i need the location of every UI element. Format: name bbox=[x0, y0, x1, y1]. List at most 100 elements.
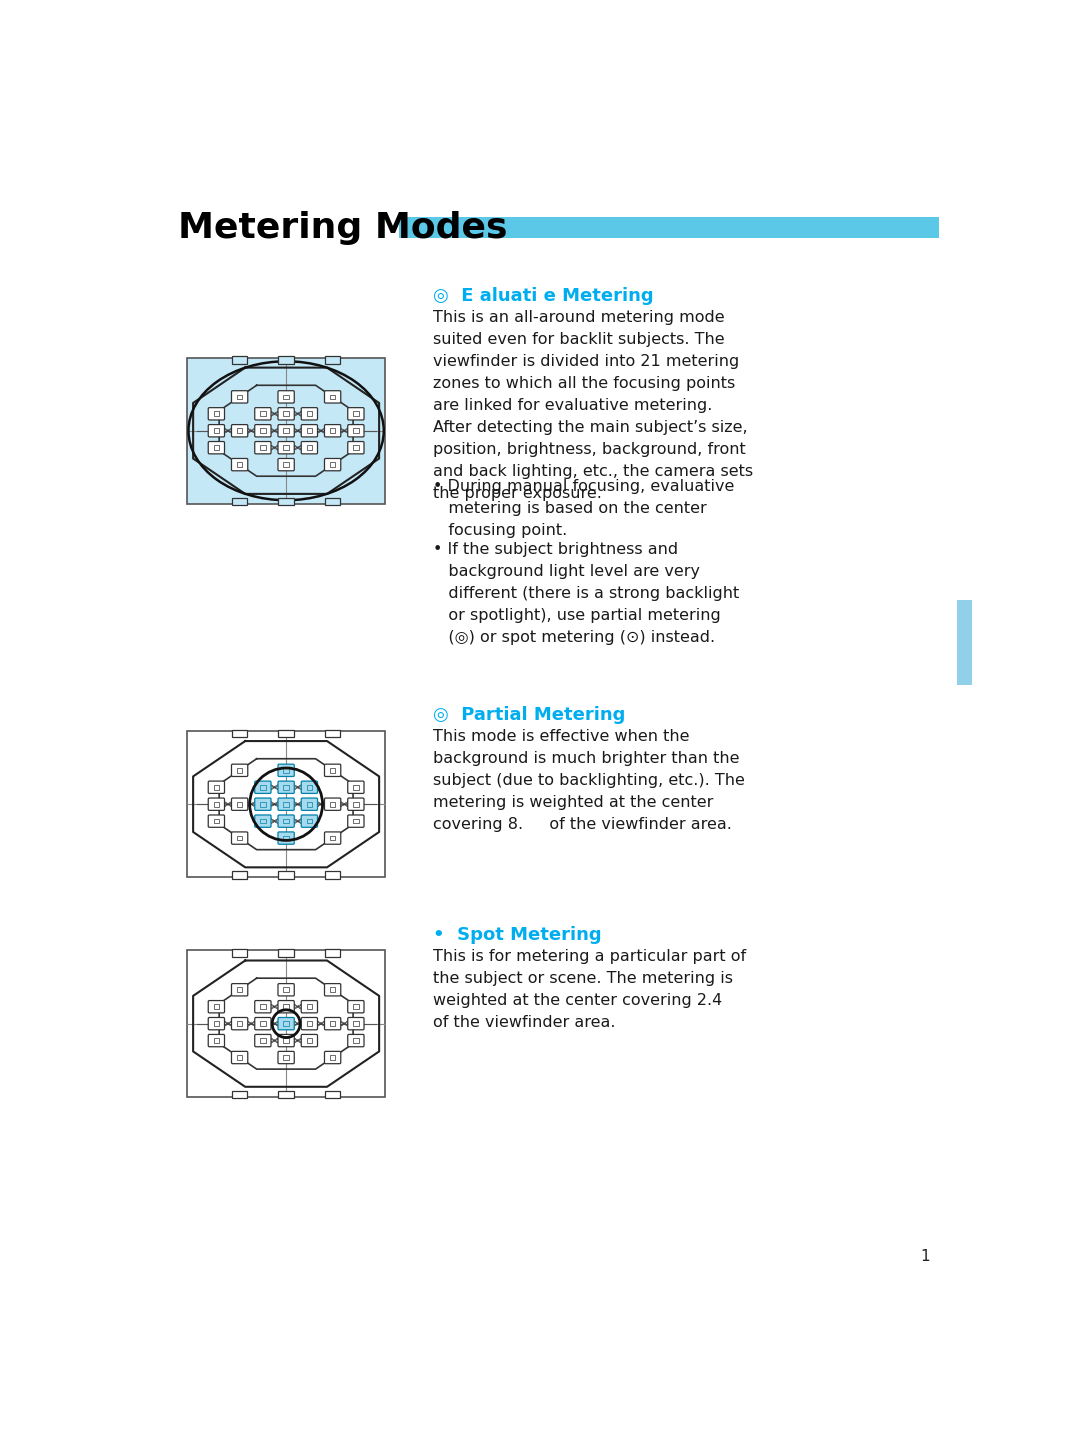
Text: Metering Modes: Metering Modes bbox=[177, 212, 508, 245]
FancyBboxPatch shape bbox=[255, 408, 271, 420]
Polygon shape bbox=[318, 1021, 325, 1024]
Bar bbox=[307, 1021, 312, 1025]
Polygon shape bbox=[271, 1004, 279, 1007]
FancyBboxPatch shape bbox=[324, 798, 341, 811]
Bar bbox=[283, 395, 288, 399]
Polygon shape bbox=[271, 448, 279, 449]
FancyBboxPatch shape bbox=[231, 1051, 247, 1064]
Polygon shape bbox=[318, 1024, 325, 1025]
Polygon shape bbox=[271, 1041, 279, 1043]
Bar bbox=[325, 356, 340, 364]
Bar bbox=[353, 802, 359, 806]
FancyBboxPatch shape bbox=[278, 1001, 294, 1012]
Bar bbox=[214, 429, 219, 433]
Bar bbox=[325, 730, 340, 737]
Text: •  Spot Metering: • Spot Metering bbox=[433, 926, 602, 943]
Polygon shape bbox=[294, 802, 301, 804]
Polygon shape bbox=[294, 1021, 301, 1024]
Bar bbox=[260, 445, 266, 449]
Bar bbox=[353, 412, 359, 416]
Bar bbox=[279, 871, 294, 878]
Bar bbox=[260, 819, 266, 824]
Bar bbox=[329, 1056, 335, 1060]
Bar bbox=[325, 949, 340, 956]
Polygon shape bbox=[294, 413, 301, 416]
FancyBboxPatch shape bbox=[348, 815, 364, 828]
Text: ◎  E aluati e Metering: ◎ E aluati e Metering bbox=[433, 287, 654, 305]
Polygon shape bbox=[294, 431, 301, 433]
Bar bbox=[260, 429, 266, 433]
FancyBboxPatch shape bbox=[255, 780, 271, 793]
Bar bbox=[214, 1038, 219, 1043]
Bar bbox=[329, 429, 335, 433]
Bar bbox=[329, 1021, 335, 1025]
FancyBboxPatch shape bbox=[278, 390, 294, 403]
Bar bbox=[260, 412, 266, 416]
Bar bbox=[187, 357, 384, 504]
Polygon shape bbox=[271, 804, 279, 806]
Polygon shape bbox=[340, 1021, 348, 1024]
Bar bbox=[307, 1038, 312, 1043]
Bar bbox=[325, 498, 340, 505]
FancyBboxPatch shape bbox=[301, 780, 318, 793]
Bar bbox=[353, 445, 359, 449]
FancyBboxPatch shape bbox=[348, 1001, 364, 1012]
Bar bbox=[283, 785, 288, 789]
FancyBboxPatch shape bbox=[231, 425, 247, 436]
Bar bbox=[283, 1004, 288, 1009]
Bar bbox=[260, 802, 266, 806]
FancyBboxPatch shape bbox=[324, 458, 341, 471]
Polygon shape bbox=[271, 429, 279, 431]
Bar bbox=[260, 1021, 266, 1025]
Bar bbox=[187, 950, 384, 1097]
Bar bbox=[353, 819, 359, 824]
FancyBboxPatch shape bbox=[278, 832, 294, 844]
Bar bbox=[232, 1090, 247, 1099]
FancyBboxPatch shape bbox=[324, 1051, 341, 1064]
Polygon shape bbox=[294, 821, 301, 824]
FancyBboxPatch shape bbox=[278, 1034, 294, 1047]
FancyBboxPatch shape bbox=[208, 425, 225, 436]
Bar bbox=[329, 802, 335, 806]
Bar bbox=[237, 462, 242, 467]
Bar bbox=[283, 819, 288, 824]
FancyBboxPatch shape bbox=[231, 798, 247, 811]
FancyBboxPatch shape bbox=[278, 780, 294, 793]
Polygon shape bbox=[294, 1038, 301, 1041]
Bar bbox=[307, 1004, 312, 1009]
FancyBboxPatch shape bbox=[208, 1034, 225, 1047]
FancyBboxPatch shape bbox=[324, 425, 341, 436]
Bar bbox=[329, 835, 335, 841]
Polygon shape bbox=[225, 429, 232, 431]
Polygon shape bbox=[340, 431, 348, 433]
FancyBboxPatch shape bbox=[208, 815, 225, 828]
Polygon shape bbox=[271, 788, 279, 789]
Bar bbox=[283, 988, 288, 992]
FancyBboxPatch shape bbox=[348, 408, 364, 420]
Polygon shape bbox=[225, 431, 232, 433]
FancyBboxPatch shape bbox=[231, 765, 247, 776]
Polygon shape bbox=[271, 412, 279, 413]
Text: This is an all-around metering mode
suited even for backlit subjects. The
viewfi: This is an all-around metering mode suit… bbox=[433, 310, 754, 501]
Bar bbox=[260, 1004, 266, 1009]
Bar bbox=[307, 785, 312, 789]
Bar bbox=[283, 412, 288, 416]
FancyBboxPatch shape bbox=[208, 442, 225, 454]
Polygon shape bbox=[225, 802, 232, 804]
Bar bbox=[329, 988, 335, 992]
FancyBboxPatch shape bbox=[231, 832, 247, 844]
Polygon shape bbox=[318, 429, 325, 431]
Bar bbox=[279, 356, 294, 364]
FancyBboxPatch shape bbox=[324, 390, 341, 403]
Bar bbox=[237, 988, 242, 992]
FancyBboxPatch shape bbox=[255, 1001, 271, 1012]
FancyBboxPatch shape bbox=[348, 798, 364, 811]
Bar bbox=[214, 785, 219, 789]
FancyBboxPatch shape bbox=[301, 1034, 318, 1047]
Bar bbox=[353, 1021, 359, 1025]
FancyBboxPatch shape bbox=[255, 442, 271, 454]
Polygon shape bbox=[225, 1021, 232, 1024]
Bar bbox=[279, 949, 294, 956]
Polygon shape bbox=[247, 429, 255, 431]
Bar bbox=[353, 1038, 359, 1043]
